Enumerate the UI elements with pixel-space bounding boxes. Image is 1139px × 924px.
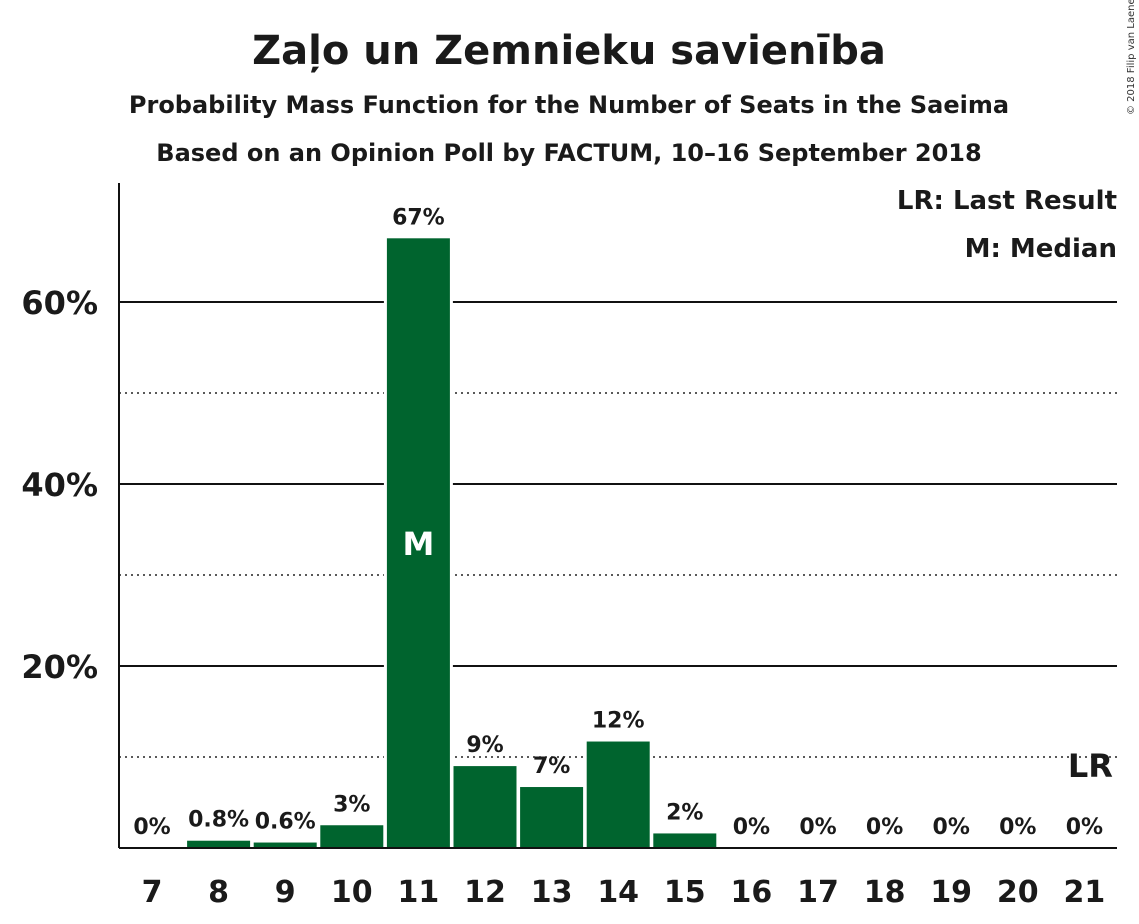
x-tick-label: 20 (997, 875, 1039, 910)
x-tick-label: 13 (531, 875, 573, 910)
chart-subtitle: Probability Mass Function for the Number… (129, 91, 1009, 119)
data-label: 0.6% (255, 810, 316, 835)
bar (320, 825, 384, 848)
x-tick-label: 19 (930, 875, 972, 910)
data-labels: 0% 0.8% 0.6% 3% 67% M 9% 7% 12% 2% 0% 0% 0% 0% 0% 0% LR (133, 205, 1113, 840)
x-tick-label: 11 (398, 875, 440, 910)
data-label: 0.8% (188, 808, 249, 833)
data-label: 7% (533, 754, 570, 779)
x-tick-label: 14 (597, 875, 639, 910)
x-tick-label: 10 (331, 875, 373, 910)
y-tick-label: 20% (21, 648, 98, 686)
legend-last-result: LR: Last Result (897, 186, 1117, 216)
x-tick-label: 18 (864, 875, 906, 910)
bar (520, 787, 584, 848)
data-label: 0% (1066, 815, 1103, 840)
last-result-marker: LR (1068, 747, 1113, 785)
bar (187, 840, 251, 848)
data-label: 12% (592, 709, 645, 734)
axes: 20% 40% 60% 7 8 9 10 11 12 13 14 15 16 17 18 19 20 21 (21, 183, 1117, 910)
x-tick-label: 12 (464, 875, 506, 910)
bars (184, 235, 720, 849)
copyright-notice: © 2018 Filip van Laenen (1126, 0, 1137, 115)
chart-title: Zaļo un Zemnieku savienība (252, 28, 886, 74)
x-tick-label: 17 (797, 875, 839, 910)
data-label: 0% (999, 815, 1036, 840)
median-marker: M (402, 525, 434, 563)
bar (386, 238, 450, 849)
bar (586, 741, 650, 848)
legend-median: M: Median (965, 234, 1117, 264)
x-tick-label: 7 (142, 875, 163, 910)
data-label: 0% (133, 815, 170, 840)
data-label: 0% (933, 815, 970, 840)
y-tick-label: 40% (21, 466, 98, 504)
data-label: 2% (666, 800, 703, 825)
x-tick-label: 21 (1064, 875, 1106, 910)
data-label: 0% (799, 815, 836, 840)
chart-subtitle-poll: Based on an Opinion Poll by FACTUM, 10–1… (156, 139, 981, 167)
bar (653, 833, 717, 848)
gridlines (119, 301, 1117, 758)
data-label: 67% (392, 205, 445, 230)
data-label: 3% (333, 792, 370, 817)
x-tick-label: 15 (664, 875, 706, 910)
x-tick-label: 16 (731, 875, 773, 910)
x-tick-label: 9 (275, 875, 296, 910)
bar (253, 842, 317, 848)
bar (453, 766, 517, 848)
data-label: 0% (866, 815, 903, 840)
x-tick-label: 8 (208, 875, 229, 910)
data-label: 0% (733, 815, 770, 840)
data-label: 9% (466, 733, 503, 758)
y-tick-label: 60% (21, 284, 98, 322)
